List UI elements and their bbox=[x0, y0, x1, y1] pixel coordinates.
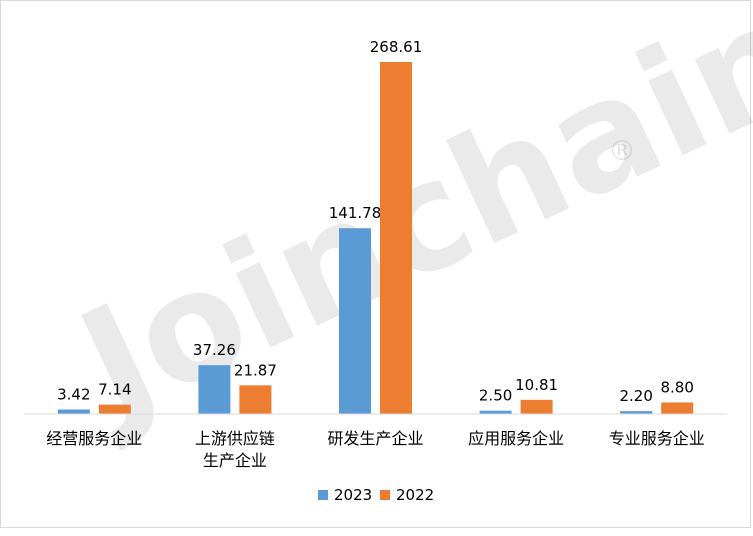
data-label-2022-3: 10.81 bbox=[515, 376, 558, 394]
data-label-2023-1: 37.26 bbox=[193, 341, 236, 359]
bar-2023-3 bbox=[479, 410, 512, 414]
data-label-2022-1: 21.87 bbox=[234, 361, 277, 379]
bar-2022-0 bbox=[98, 404, 131, 414]
legend-label-2023: 2023 bbox=[334, 486, 372, 504]
data-label-2023-2: 141.78 bbox=[329, 204, 382, 222]
x-tick-label-3: 应用服务企业 bbox=[468, 429, 564, 448]
legend-swatch-2022 bbox=[380, 490, 390, 500]
legend-swatch-2023 bbox=[318, 490, 328, 500]
x-tick-label-1: 生产企业 bbox=[203, 451, 267, 470]
data-label-2023-3: 2.50 bbox=[479, 387, 512, 405]
x-tick-label-1: 上游供应链 bbox=[195, 429, 275, 448]
bar-2023-4 bbox=[620, 411, 653, 414]
x-tick-label-4: 专业服务企业 bbox=[609, 429, 705, 448]
legend-label-2022: 2022 bbox=[396, 486, 434, 504]
data-label-2022-0: 7.14 bbox=[98, 381, 131, 399]
bar-2022-4 bbox=[661, 402, 694, 414]
data-label-2022-4: 8.80 bbox=[660, 378, 693, 396]
x-tick-label-0: 经营服务企业 bbox=[46, 429, 142, 448]
bar-2022-2 bbox=[380, 62, 412, 414]
bar-2022-1 bbox=[239, 385, 272, 414]
data-label-2023-4: 2.20 bbox=[619, 387, 652, 405]
x-tick-label-2: 研发生产企业 bbox=[327, 429, 423, 448]
data-label-2022-2: 268.61 bbox=[370, 38, 423, 56]
watermark-registered-mark: ® bbox=[608, 134, 636, 167]
data-label-2023-0: 3.42 bbox=[57, 386, 90, 404]
bar-2023-2 bbox=[339, 228, 371, 414]
bar-2022-3 bbox=[520, 399, 553, 414]
bar-2023-1 bbox=[198, 365, 231, 414]
bar-2023-0 bbox=[57, 409, 90, 414]
legend: 2023 2022 bbox=[318, 486, 434, 504]
